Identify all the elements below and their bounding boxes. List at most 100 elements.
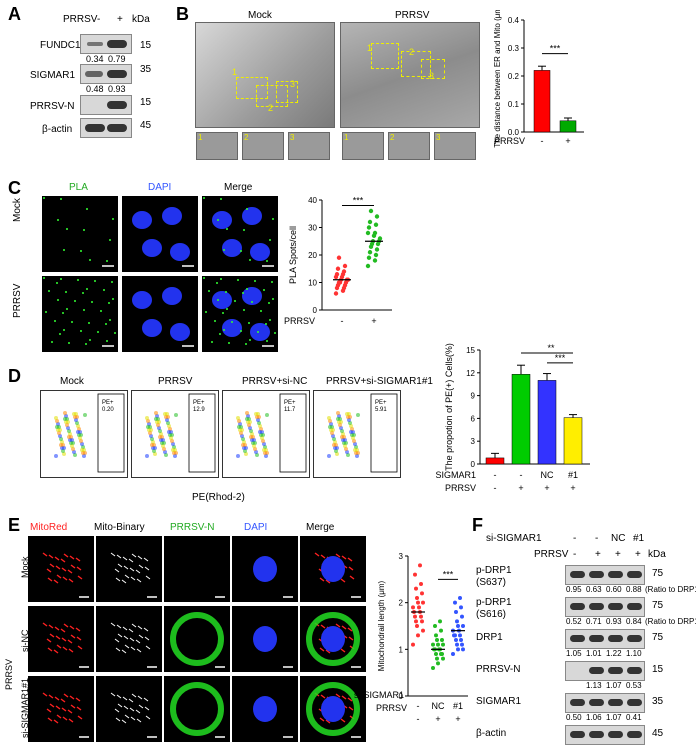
- mito: [335, 623, 341, 628]
- row2-label: +: [544, 483, 549, 493]
- pla-spot: [223, 329, 225, 331]
- mito: [56, 644, 62, 649]
- mito-binary: [135, 709, 141, 714]
- mito: [47, 717, 53, 722]
- mito: [69, 625, 75, 630]
- band: [570, 571, 585, 578]
- data-point: [440, 638, 444, 642]
- nucleus: [253, 626, 277, 652]
- bar-2: [511, 374, 531, 465]
- mito: [348, 566, 354, 571]
- pla-spot: [269, 239, 271, 241]
- nucleus: [170, 243, 190, 261]
- zoom-thumb-mock-2: 2: [242, 132, 284, 160]
- flow-dot: [327, 416, 331, 420]
- mito-binary: [123, 705, 129, 710]
- mito: [61, 567, 67, 572]
- mito: [63, 553, 69, 558]
- prrsv-n-signal: [170, 612, 224, 666]
- flow-dot: [349, 430, 353, 434]
- data-point: [365, 263, 371, 269]
- mito: [49, 563, 55, 568]
- pla-spot: [112, 298, 114, 300]
- flow-dot: [154, 411, 158, 415]
- mito: [348, 706, 354, 711]
- data-point: [420, 619, 424, 624]
- data-point: [439, 652, 443, 656]
- data-point: [421, 600, 425, 605]
- pla-spot: [266, 340, 268, 342]
- micrograph-prrsv-pla: [42, 276, 118, 352]
- pla-spot: [56, 282, 58, 284]
- pla-spot: [71, 321, 73, 323]
- f-ratio: 0.50: [566, 713, 582, 722]
- mito-binary: [124, 574, 130, 579]
- row-label-mock: Mock: [12, 198, 23, 222]
- mito: [60, 628, 66, 633]
- flow-dot: [327, 454, 331, 458]
- col-label-prrsv-n: PRRSV-N: [170, 522, 215, 533]
- mito: [48, 694, 54, 699]
- y-axis-label: PLA Spots/cell: [288, 226, 298, 284]
- pla-spot: [83, 309, 85, 311]
- f-ratio: 0.41: [626, 713, 642, 722]
- band: [627, 571, 642, 578]
- mito-binary: [143, 627, 149, 632]
- nucleus: [162, 207, 182, 225]
- mito-binary: [110, 622, 116, 627]
- data-point: [458, 596, 462, 600]
- pla-spot: [68, 342, 70, 344]
- mito-binary: [137, 555, 143, 560]
- f-ratio: 1.07: [606, 713, 622, 722]
- mito: [55, 705, 61, 710]
- f-kda: 75: [652, 600, 664, 611]
- data-point: [461, 624, 465, 628]
- blot-label-sigmar1: SIGMAR1: [30, 70, 76, 81]
- micrograph-e-2-1: [28, 606, 94, 672]
- mito: [77, 575, 83, 580]
- f-blot-label: p-DRP1 (S637): [476, 565, 512, 588]
- y-tick-label: 0: [471, 460, 476, 469]
- data-point: [436, 642, 440, 647]
- zoom-box-1: [371, 43, 399, 69]
- data-point: [336, 255, 342, 260]
- mito-binary: [144, 566, 150, 571]
- y-tick-label: 0.1: [508, 100, 520, 109]
- flow-plot-3: [222, 390, 310, 478]
- flow-title-4: PRRSV+si-SIGMAR1#1: [326, 376, 433, 387]
- mito: [314, 552, 320, 557]
- e-row1-title: si-SIGMAR1: [354, 690, 405, 700]
- mito: [319, 577, 325, 582]
- data-point: [416, 633, 420, 638]
- mito: [61, 637, 67, 642]
- nucleus: [321, 626, 345, 652]
- f-ratio: 1.10: [626, 649, 642, 658]
- f-ratio: 1.05: [566, 649, 582, 658]
- flow-dot: [328, 425, 332, 429]
- data-point: [374, 214, 380, 219]
- pla-spot: [80, 250, 82, 252]
- mito: [68, 718, 74, 723]
- nucleus: [222, 239, 242, 257]
- mito-binary: [117, 563, 123, 568]
- pla-spot: [220, 278, 222, 280]
- mito: [53, 719, 59, 724]
- micrograph-mock-dapi: [122, 196, 198, 272]
- nucleus: [321, 696, 345, 722]
- mito: [56, 574, 62, 579]
- nucleus: [132, 211, 152, 229]
- mito: [325, 719, 331, 724]
- micrograph-prrsv-dapi: [122, 276, 198, 352]
- mito: [49, 633, 55, 638]
- f-blot-label: SIGMAR1: [476, 696, 522, 707]
- col-label-mito-binary: Mito-Binary: [94, 522, 145, 533]
- mito: [347, 627, 353, 632]
- data-point: [460, 642, 464, 647]
- pla-spot: [109, 239, 111, 241]
- f-ratio: 0.93: [606, 617, 622, 626]
- mito: [48, 624, 54, 629]
- pla-spot: [249, 259, 251, 261]
- col-label-merge: Merge: [224, 182, 253, 193]
- pla-spot: [43, 277, 45, 279]
- y-tick-label: 40: [308, 196, 317, 205]
